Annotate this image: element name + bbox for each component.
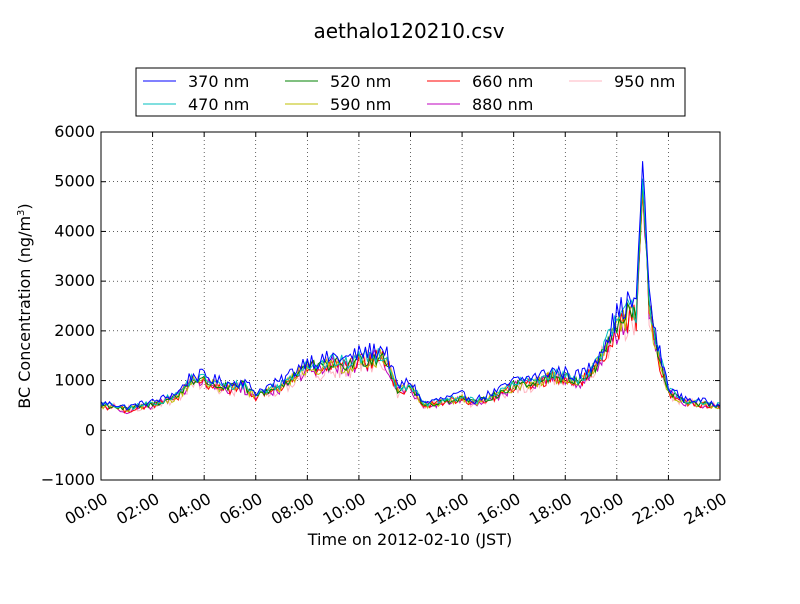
legend-label: 880 nm <box>472 95 533 114</box>
legend-box <box>135 67 686 117</box>
y-tick-label: 2000 <box>54 321 95 340</box>
y-tick-label: 1000 <box>54 371 95 390</box>
y-axis-label: BC Concentration (ng/m3) <box>15 203 34 408</box>
y-tick-label: 6000 <box>54 122 95 141</box>
plot-series <box>100 161 721 415</box>
x-tick-label: 12:00 <box>371 489 420 529</box>
y-tick-labels: 6000 5000 4000 3000 2000 1000 0 −1000 <box>41 122 95 489</box>
series-line-370-nm <box>100 161 721 411</box>
series-line-520-nm <box>100 180 720 411</box>
x-tick-label: 06:00 <box>216 489 265 529</box>
y-tick-label: 4000 <box>54 221 95 240</box>
x-tick-label: 14:00 <box>423 489 472 529</box>
y-tick-label: −1000 <box>41 470 95 489</box>
axis-ticks <box>100 131 721 481</box>
x-axis-label: Time on 2012-02-10 (JST) <box>307 530 512 549</box>
x-tick-label: 02:00 <box>113 489 162 529</box>
chart-title: aethalo120210.csv <box>313 19 504 43</box>
y-tick-label: 0 <box>85 420 95 439</box>
y-tick-label: 5000 <box>54 172 95 191</box>
x-tick-label: 18:00 <box>526 489 575 529</box>
x-tick-label: 24:00 <box>681 489 730 529</box>
x-tick-label: 00:00 <box>62 489 111 529</box>
x-tick-label: 04:00 <box>165 489 214 529</box>
x-tick-labels: 00:00 02:00 04:00 06:00 08:00 10:00 12:00 14:00… <box>62 489 730 529</box>
x-tick-label: 22:00 <box>629 489 678 529</box>
legend: 370 nm 470 nm 520 nm 590 nm 660 nm 880 nm 950 … <box>135 67 686 117</box>
x-tick-label: 16:00 <box>474 489 523 529</box>
legend-label: 520 nm <box>330 72 391 91</box>
x-tick-label: 08:00 <box>268 489 317 529</box>
x-tick-label: 20:00 <box>577 489 626 529</box>
legend-label: 950 nm <box>614 72 675 91</box>
legend-label: 590 nm <box>330 95 391 114</box>
legend-label: 370 nm <box>188 72 249 91</box>
legend-label: 660 nm <box>472 72 533 91</box>
y-axis-label-main: BC Concentration (ng/m <box>15 216 34 409</box>
series-line-470-nm <box>100 178 721 411</box>
x-tick-label: 10:00 <box>319 489 368 529</box>
y-axis-label-sup: 3 <box>16 210 27 216</box>
legend-label: 470 nm <box>188 95 249 114</box>
y-tick-label: 3000 <box>54 271 95 290</box>
y-axis-label-close: ) <box>15 203 34 209</box>
